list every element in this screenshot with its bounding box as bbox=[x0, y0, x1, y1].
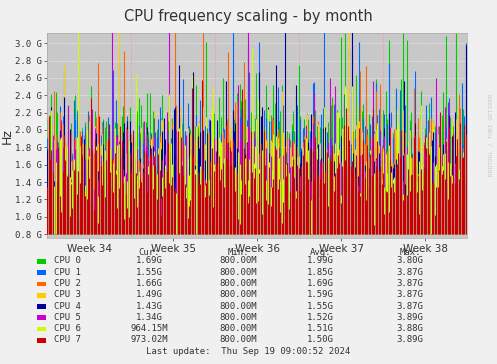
Text: 3.80G: 3.80G bbox=[397, 257, 423, 265]
Text: 1.49G: 1.49G bbox=[136, 290, 163, 299]
Text: 1.52G: 1.52G bbox=[307, 313, 334, 322]
Text: 3.87G: 3.87G bbox=[397, 268, 423, 277]
Text: 800.00M: 800.00M bbox=[220, 268, 257, 277]
Text: 1.69G: 1.69G bbox=[136, 257, 163, 265]
Text: 800.00M: 800.00M bbox=[220, 279, 257, 288]
Text: 1.85G: 1.85G bbox=[307, 268, 334, 277]
Y-axis label: Hz: Hz bbox=[0, 128, 13, 143]
Text: 800.00M: 800.00M bbox=[220, 313, 257, 322]
Text: 1.34G: 1.34G bbox=[136, 313, 163, 322]
Text: 3.87G: 3.87G bbox=[397, 279, 423, 288]
Text: 800.00M: 800.00M bbox=[220, 302, 257, 310]
Text: CPU 1: CPU 1 bbox=[54, 268, 81, 277]
Text: 1.50G: 1.50G bbox=[307, 336, 334, 344]
Text: 3.87G: 3.87G bbox=[397, 290, 423, 299]
Text: 973.02M: 973.02M bbox=[130, 336, 168, 344]
Text: CPU 2: CPU 2 bbox=[54, 279, 81, 288]
Text: 800.00M: 800.00M bbox=[220, 324, 257, 333]
Text: 3.89G: 3.89G bbox=[397, 313, 423, 322]
Text: 800.00M: 800.00M bbox=[220, 257, 257, 265]
Text: Avg:: Avg: bbox=[310, 248, 331, 257]
Text: Last update:  Thu Sep 19 09:00:52 2024: Last update: Thu Sep 19 09:00:52 2024 bbox=[147, 347, 350, 356]
Text: 1.59G: 1.59G bbox=[307, 290, 334, 299]
Text: RRDTOOL / TOBI OETIKER: RRDTOOL / TOBI OETIKER bbox=[489, 94, 494, 176]
Text: 1.55G: 1.55G bbox=[307, 302, 334, 310]
Text: 1.55G: 1.55G bbox=[136, 268, 163, 277]
Text: 3.87G: 3.87G bbox=[397, 302, 423, 310]
Text: CPU frequency scaling - by month: CPU frequency scaling - by month bbox=[124, 9, 373, 24]
Text: 964.15M: 964.15M bbox=[130, 324, 168, 333]
Text: 800.00M: 800.00M bbox=[220, 336, 257, 344]
Text: CPU 7: CPU 7 bbox=[54, 336, 81, 344]
Text: Min:: Min: bbox=[228, 248, 249, 257]
Text: 1.43G: 1.43G bbox=[136, 302, 163, 310]
Text: CPU 5: CPU 5 bbox=[54, 313, 81, 322]
Text: 800.00M: 800.00M bbox=[220, 290, 257, 299]
Text: Cur:: Cur: bbox=[138, 248, 160, 257]
Text: 1.66G: 1.66G bbox=[136, 279, 163, 288]
Text: 1.99G: 1.99G bbox=[307, 257, 334, 265]
Text: CPU 3: CPU 3 bbox=[54, 290, 81, 299]
Text: 3.88G: 3.88G bbox=[397, 324, 423, 333]
Text: Max:: Max: bbox=[399, 248, 421, 257]
Text: CPU 4: CPU 4 bbox=[54, 302, 81, 310]
Text: 3.89G: 3.89G bbox=[397, 336, 423, 344]
Text: 1.69G: 1.69G bbox=[307, 279, 334, 288]
Text: 1.51G: 1.51G bbox=[307, 324, 334, 333]
Text: CPU 0: CPU 0 bbox=[54, 257, 81, 265]
Text: CPU 6: CPU 6 bbox=[54, 324, 81, 333]
